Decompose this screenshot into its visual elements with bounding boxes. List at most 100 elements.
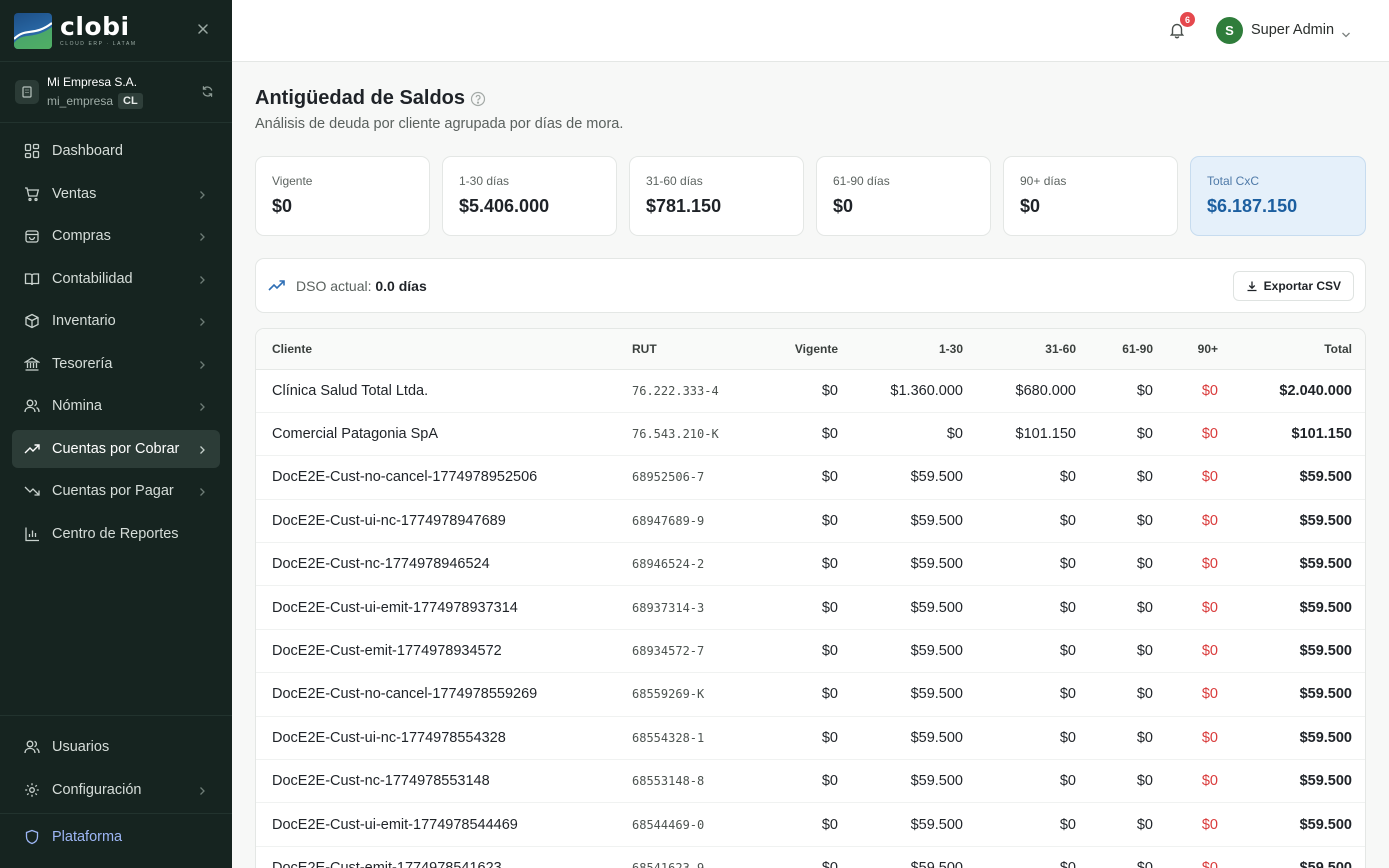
card-value: $0	[833, 196, 854, 216]
table-row[interactable]: DocE2E-Cust-ui-nc-1774978947689 68947689…	[256, 499, 1365, 543]
avatar[interactable]: S	[1216, 17, 1243, 44]
sidebar-item-plataforma[interactable]: Plataforma	[12, 818, 220, 856]
cell-61-90: $0	[1136, 643, 1153, 660]
close-icon[interactable]	[196, 22, 210, 36]
cell-rut: 68947689-9	[632, 513, 705, 528]
sidebar-item-label: Compras	[52, 228, 111, 244]
table-row[interactable]: DocE2E-Cust-no-cancel-1774978952506 6895…	[256, 456, 1365, 500]
cell-client: DocE2E-Cust-no-cancel-1774978559269	[272, 686, 538, 703]
cell-client: Clínica Salud Total Ltda.	[272, 382, 429, 399]
help-icon[interactable]	[470, 91, 486, 112]
user-name[interactable]: Super Admin	[1251, 22, 1335, 38]
cell-1-30: $59.500	[910, 469, 963, 486]
sidebar-item-configuracion[interactable]: Configuración	[12, 771, 220, 809]
export-csv-button[interactable]: Exportar CSV	[1232, 271, 1354, 301]
card-label: 1-30 días	[459, 174, 510, 188]
cell-rut: 68937314-3	[632, 600, 705, 615]
sidebar-item-centro-de-reportes[interactable]: Centro de Reportes	[12, 515, 220, 553]
sidebar-item-nomina[interactable]: Nómina	[12, 387, 220, 425]
column-header[interactable]: 1-30	[938, 341, 963, 356]
cell-vigente: $0	[821, 556, 838, 573]
table-row[interactable]: DocE2E-Cust-no-cancel-1774978559269 6855…	[256, 673, 1365, 717]
column-header[interactable]: 61-90	[1122, 341, 1153, 356]
cell-vigente: $0	[821, 382, 838, 399]
card-label: 61-90 días	[833, 174, 890, 188]
chevron-right-icon	[198, 784, 206, 800]
card-61-90: 61-90 días $0	[816, 156, 991, 236]
column-header[interactable]: Total	[1324, 341, 1352, 356]
sidebar-item-dashboard[interactable]: Dashboard	[12, 132, 220, 170]
cell-31-60: $0	[1059, 859, 1076, 868]
cell-61-90: $0	[1136, 512, 1153, 529]
cell-rut: 68554328-1	[632, 730, 705, 745]
sidebar-platform: Plataforma	[0, 813, 232, 868]
main-nav: Dashboard Ventas Compras Contabilidad In…	[0, 123, 232, 553]
cell-client: DocE2E-Cust-ui-nc-1774978947689	[272, 512, 506, 529]
sidebar-item-label: Usuarios	[52, 739, 110, 755]
sidebar-item-compras[interactable]: Compras	[12, 217, 220, 255]
company-switcher[interactable]: Mi Empresa S.A. mi_empresa CL	[0, 62, 232, 123]
column-header[interactable]: Vigente	[794, 341, 838, 356]
brand-tagline: CLOUD ERP · LATAM	[60, 41, 137, 47]
cell-rut: 68946524-2	[632, 557, 705, 572]
cell-90-plus: $0	[1201, 599, 1218, 616]
sidebar-item-ventas[interactable]: Ventas	[12, 175, 220, 213]
table-row[interactable]: DocE2E-Cust-emit-1774978541623 68541623-…	[256, 846, 1365, 868]
trending-up-icon	[268, 279, 286, 298]
cell-61-90: $0	[1136, 816, 1153, 833]
download-icon	[1246, 280, 1258, 295]
table-row[interactable]: DocE2E-Cust-ui-emit-1774978937314 689373…	[256, 586, 1365, 630]
refresh-icon[interactable]	[201, 85, 214, 103]
cell-rut: 76.543.210-K	[632, 427, 719, 442]
company-slug: mi_empresa	[47, 94, 114, 108]
cell-31-60: $0	[1059, 599, 1076, 616]
bell-icon[interactable]	[1168, 21, 1186, 39]
cell-vigente: $0	[821, 859, 838, 868]
sidebar-item-contabilidad[interactable]: Contabilidad	[12, 260, 220, 298]
cell-31-60: $0	[1059, 469, 1076, 486]
card-value: $5.406.000	[459, 196, 550, 216]
chevron-right-icon	[198, 273, 206, 289]
cell-61-90: $0	[1136, 382, 1153, 399]
table-row[interactable]: DocE2E-Cust-ui-emit-1774978544469 685444…	[256, 803, 1365, 847]
sidebar-item-inventario[interactable]: Inventario	[12, 302, 220, 340]
sidebar-item-label: Contabilidad	[52, 270, 133, 287]
cell-90-plus: $0	[1201, 556, 1218, 573]
cell-31-60: $0	[1059, 643, 1076, 660]
summary-cards: Vigente $0 1-30 días $5.406.000 31-60 dí…	[255, 156, 1366, 236]
bank-icon	[24, 356, 40, 372]
sidebar-item-usuarios[interactable]: Usuarios	[12, 728, 220, 766]
column-header[interactable]: Cliente	[272, 341, 313, 356]
chevron-down-icon[interactable]	[1341, 26, 1351, 44]
cell-rut: 68544469-0	[632, 817, 705, 832]
table-row[interactable]: DocE2E-Cust-nc-1774978946524 68946524-2 …	[256, 543, 1365, 586]
table-row[interactable]: Comercial Patagonia SpA 76.543.210-K $0 …	[256, 412, 1365, 456]
card-label: Total CxC	[1207, 174, 1260, 188]
aging-table: Cliente RUT Vigente 1-30 31-60 61-90 90+…	[255, 328, 1366, 868]
table-row[interactable]: DocE2E-Cust-nc-1774978553148 68553148-8 …	[256, 760, 1365, 803]
sidebar-item-cuentas-por-cobrar[interactable]: Cuentas por Cobrar	[12, 429, 220, 468]
sidebar-bottom-nav: Usuarios Configuración	[0, 715, 232, 813]
page-title: Antigüedad de Saldos	[255, 87, 466, 109]
gear-icon	[24, 782, 40, 798]
cart-icon	[24, 186, 40, 202]
table-row[interactable]: DocE2E-Cust-emit-1774978934572 68934572-…	[256, 629, 1365, 673]
table-row[interactable]: DocE2E-Cust-ui-nc-1774978554328 68554328…	[256, 716, 1365, 760]
cell-vigente: $0	[821, 816, 838, 833]
sidebar-item-cuentas-por-pagar[interactable]: Cuentas por Pagar	[12, 472, 220, 510]
shopping-bag-icon	[24, 228, 40, 244]
sidebar-item-label: Plataforma	[52, 829, 123, 845]
page-subtitle: Análisis de deuda por cliente agrupada p…	[255, 116, 624, 132]
cell-61-90: $0	[1136, 599, 1153, 616]
dso-bar: DSO actual: 0.0 días Exportar CSV	[255, 258, 1366, 313]
table-row[interactable]: Clínica Salud Total Ltda. 76.222.333-4 $…	[256, 369, 1365, 413]
export-label: Exportar CSV	[1263, 279, 1341, 293]
column-header[interactable]: RUT	[632, 341, 657, 356]
cell-total: $59.500	[1299, 512, 1352, 529]
column-header[interactable]: 90+	[1197, 341, 1218, 356]
cell-1-30: $59.500	[910, 512, 963, 529]
cell-total: $59.500	[1299, 599, 1352, 616]
cell-31-60: $101.150	[1015, 426, 1076, 443]
column-header[interactable]: 31-60	[1045, 341, 1076, 356]
sidebar-item-tesoreria[interactable]: Tesorería	[12, 345, 220, 383]
